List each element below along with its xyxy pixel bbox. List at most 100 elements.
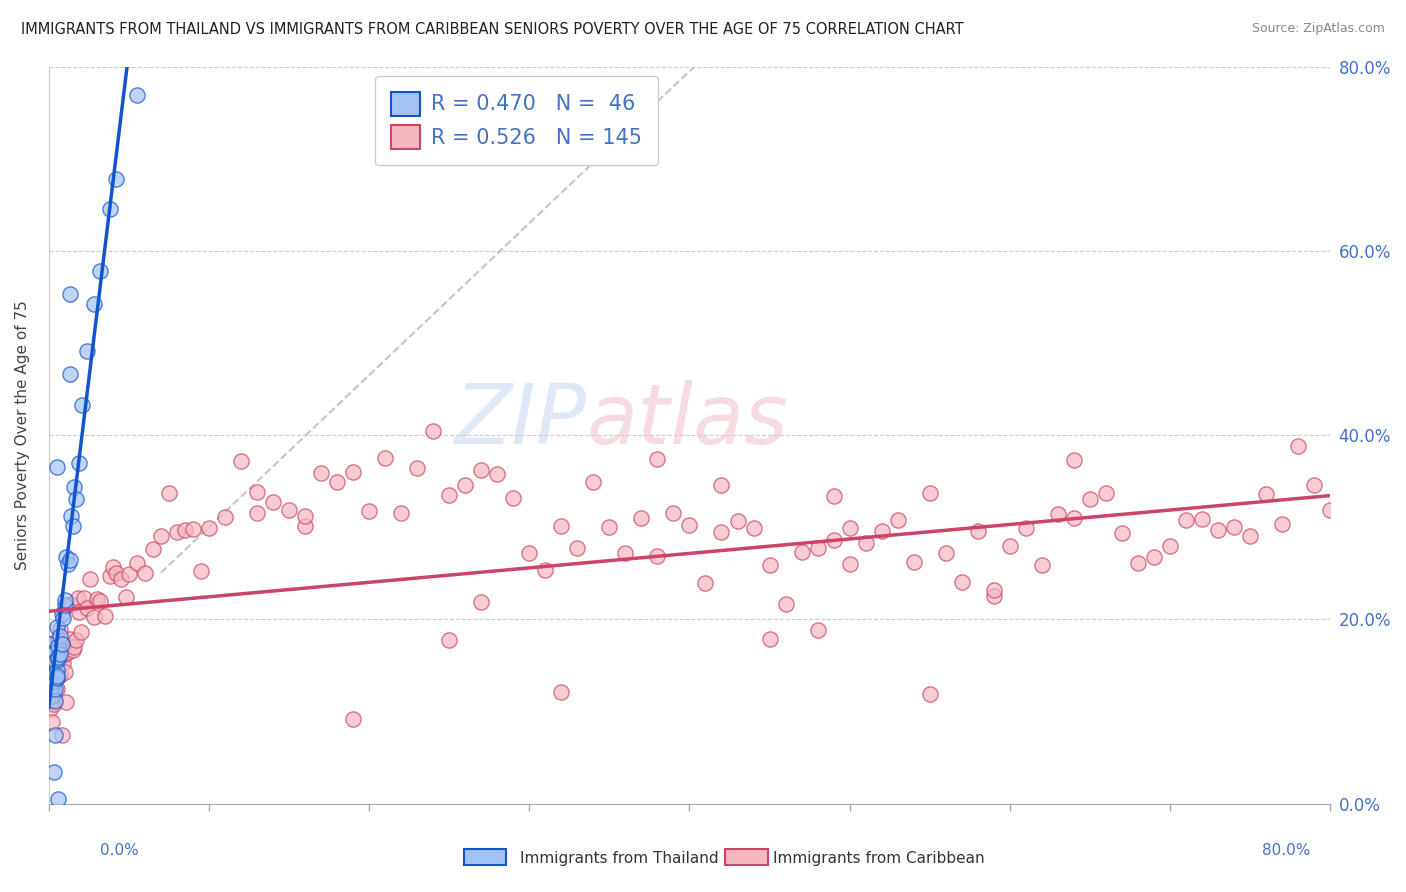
Point xyxy=(48,639,70,653)
Point xyxy=(48,652,70,666)
Point xyxy=(935,546,957,560)
Point xyxy=(72,398,94,412)
Point xyxy=(42,646,65,660)
Point xyxy=(614,546,637,560)
Point xyxy=(142,542,165,557)
Point xyxy=(44,694,66,708)
Point xyxy=(807,541,830,555)
Point xyxy=(125,556,148,570)
Text: Immigrants from Caribbean: Immigrants from Caribbean xyxy=(773,851,986,865)
Point xyxy=(1175,513,1198,527)
Point xyxy=(63,640,86,655)
Point xyxy=(550,684,572,698)
Point xyxy=(39,637,62,651)
Point xyxy=(39,637,62,651)
Text: 80.0%: 80.0% xyxy=(1263,843,1310,858)
Point xyxy=(44,654,66,668)
Point xyxy=(41,645,63,659)
Point xyxy=(710,525,733,540)
Point xyxy=(758,558,780,572)
Point xyxy=(374,451,396,466)
Point xyxy=(86,592,108,607)
Point xyxy=(39,644,62,658)
Point xyxy=(73,591,96,606)
Point xyxy=(1191,512,1213,526)
Point xyxy=(49,648,72,662)
Point xyxy=(48,792,70,806)
Point xyxy=(44,682,66,697)
Point xyxy=(41,693,63,707)
Point xyxy=(67,605,90,619)
Point xyxy=(53,593,76,607)
Point xyxy=(41,690,63,704)
Point xyxy=(98,568,121,582)
Point xyxy=(326,475,349,490)
Point xyxy=(1271,517,1294,532)
Point xyxy=(51,637,73,651)
Point xyxy=(45,682,67,697)
Point xyxy=(53,665,76,680)
Point xyxy=(983,582,1005,597)
Point xyxy=(710,478,733,492)
Point xyxy=(470,462,492,476)
Point xyxy=(62,642,84,657)
Point xyxy=(56,645,79,659)
Point xyxy=(678,517,700,532)
Point xyxy=(51,607,73,621)
Point xyxy=(1015,521,1038,535)
Point xyxy=(309,467,332,481)
Point xyxy=(1206,523,1229,537)
Point xyxy=(823,533,845,547)
Point xyxy=(190,565,212,579)
Point xyxy=(758,632,780,647)
Point xyxy=(838,558,860,572)
Point xyxy=(790,545,813,559)
Point xyxy=(60,597,83,611)
Point xyxy=(662,506,685,520)
Point xyxy=(118,566,141,581)
Text: ZIP: ZIP xyxy=(456,380,586,461)
Point xyxy=(52,657,75,671)
Point xyxy=(51,640,73,654)
Point xyxy=(630,510,652,524)
Point xyxy=(534,563,557,577)
Point xyxy=(198,521,221,535)
Point xyxy=(294,509,316,524)
Point xyxy=(1078,491,1101,506)
Point xyxy=(406,460,429,475)
Point xyxy=(55,549,77,564)
Point xyxy=(39,663,62,677)
Point xyxy=(166,525,188,540)
Point xyxy=(422,424,444,438)
Point xyxy=(45,663,67,677)
Point xyxy=(886,513,908,527)
Point xyxy=(149,529,172,543)
Point xyxy=(45,668,67,682)
Point xyxy=(727,514,749,528)
Point xyxy=(44,728,66,742)
Point xyxy=(486,467,509,482)
Point xyxy=(918,687,941,701)
Point xyxy=(55,695,77,709)
Point xyxy=(823,489,845,503)
Point xyxy=(65,491,87,506)
Point xyxy=(134,566,156,581)
Point xyxy=(42,665,65,679)
Point xyxy=(998,539,1021,553)
Point xyxy=(44,646,66,660)
Point xyxy=(517,546,540,560)
Point xyxy=(63,480,86,494)
Point xyxy=(598,520,620,534)
Bar xyxy=(725,849,768,865)
Point xyxy=(58,553,80,567)
Text: atlas: atlas xyxy=(586,380,789,461)
Point xyxy=(1095,485,1118,500)
Point xyxy=(582,475,605,490)
Point xyxy=(44,657,66,671)
Point xyxy=(950,575,973,590)
Point xyxy=(742,521,765,535)
Point xyxy=(567,541,589,556)
Point xyxy=(58,287,80,301)
Point xyxy=(1319,503,1341,517)
Point xyxy=(58,368,80,382)
